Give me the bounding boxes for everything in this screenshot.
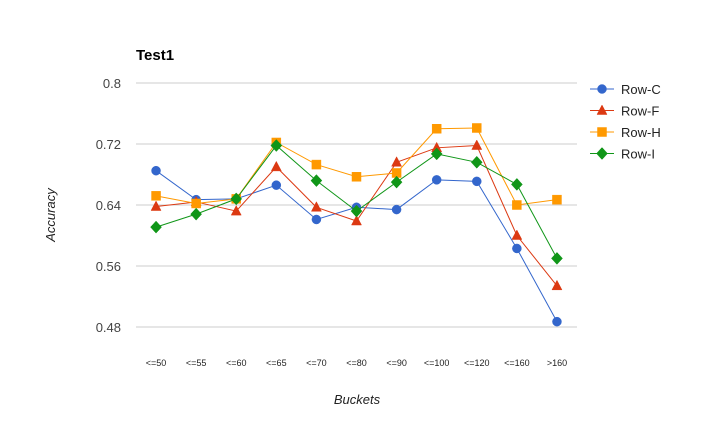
series-line xyxy=(155,127,558,206)
y-tick-label: 0.72 xyxy=(96,137,121,152)
data-point xyxy=(471,139,483,150)
legend-label: Row-I xyxy=(621,147,655,162)
legend-marker xyxy=(597,127,607,137)
legend-item: Row-F xyxy=(590,104,659,119)
series-line xyxy=(155,144,558,259)
legend-marker xyxy=(596,104,608,115)
data-point xyxy=(151,191,161,201)
data-point xyxy=(431,175,442,185)
x-axis-ticks: <=50 <=55 <=60 <=65 <=70 <=80 <=90 <=100 <=120 <=… xyxy=(146,358,567,368)
data-point xyxy=(391,156,403,167)
legend-item: Row-I xyxy=(590,147,655,162)
x-axis-label: Buckets xyxy=(334,392,381,407)
data-point xyxy=(470,155,483,169)
data-point xyxy=(230,192,243,206)
legend-label: Row-C xyxy=(621,82,661,97)
data-point xyxy=(551,252,563,265)
x-tick-label: >160 xyxy=(547,358,567,368)
y-tick-label: 0.48 xyxy=(96,320,121,335)
y-tick-label: 0.64 xyxy=(96,198,121,213)
data-point xyxy=(270,160,282,172)
data-point xyxy=(472,176,482,187)
data-point xyxy=(310,201,322,212)
x-tick-label: <=65 xyxy=(266,358,287,368)
data-point xyxy=(150,220,162,234)
data-point xyxy=(472,123,482,133)
x-tick-label: <=100 xyxy=(424,358,450,368)
legend-marker xyxy=(597,84,607,94)
data-point xyxy=(512,200,522,210)
chart-title: Test1 xyxy=(136,47,174,64)
y-tick-label: 0.56 xyxy=(96,259,121,274)
y-axis-ticks: 0.48 0.56 0.64 0.72 0.8 xyxy=(96,76,121,335)
legend-item: Row-H xyxy=(590,125,661,140)
x-tick-label: <=120 xyxy=(464,358,490,368)
data-point xyxy=(551,279,563,291)
data-point xyxy=(271,180,282,190)
x-tick-label: <=80 xyxy=(346,358,367,368)
data-point xyxy=(512,243,522,254)
x-tick-label: <=160 xyxy=(504,358,530,368)
data-point xyxy=(310,174,323,187)
series-lines xyxy=(150,123,563,327)
legend-item: Row-C xyxy=(590,82,661,97)
x-tick-label: <=90 xyxy=(386,358,407,368)
data-point xyxy=(431,124,442,134)
legend-label: Row-F xyxy=(621,104,659,119)
data-point xyxy=(552,316,562,327)
data-point xyxy=(390,175,403,189)
data-point xyxy=(230,205,242,216)
legend-label: Row-H xyxy=(621,125,661,140)
data-point xyxy=(190,207,202,221)
y-tick-label: 0.8 xyxy=(103,76,121,91)
y-axis-label: Accuracy xyxy=(43,187,58,243)
data-point xyxy=(351,214,362,226)
data-point xyxy=(430,147,443,161)
series-row-c xyxy=(151,165,562,327)
series-line xyxy=(155,170,558,322)
data-point xyxy=(511,229,523,240)
x-tick-label: <=70 xyxy=(306,358,327,368)
legend: Row-C Row-F Row-H Row-I xyxy=(590,82,661,162)
data-point xyxy=(150,200,162,211)
data-point xyxy=(191,198,201,209)
x-tick-label: <=55 xyxy=(186,358,207,368)
data-point xyxy=(552,194,562,205)
series-row-i xyxy=(150,139,563,265)
legend-marker xyxy=(596,147,608,160)
data-point xyxy=(151,165,161,176)
data-point xyxy=(311,214,322,225)
data-point xyxy=(311,159,322,170)
data-point xyxy=(270,139,283,152)
data-point xyxy=(511,178,523,191)
data-point xyxy=(350,204,363,218)
data-point xyxy=(351,172,362,182)
x-tick-label: <=50 xyxy=(146,358,167,368)
data-point xyxy=(391,204,402,215)
x-tick-label: <=60 xyxy=(226,358,247,368)
